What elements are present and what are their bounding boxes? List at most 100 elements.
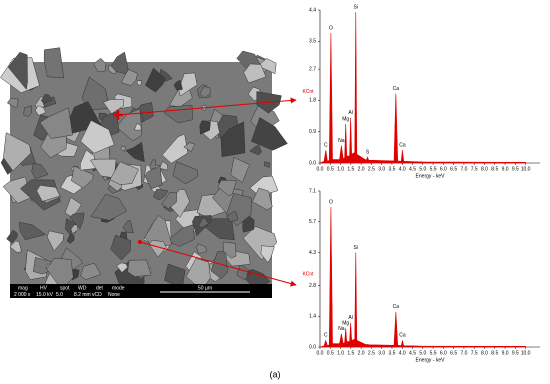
grain [178,72,198,97]
peak-label: S [366,149,370,155]
x-tick-label: 8.0 [481,350,488,356]
sem-value: vCD [92,292,102,298]
grain [249,145,262,156]
grain [210,251,228,280]
grain [31,162,49,180]
grain [80,149,97,171]
x-tick-label: 6.5 [450,166,457,172]
peak-label: Si [354,4,358,10]
grain [36,185,61,202]
sem-label: mode [112,285,125,291]
arrow [117,97,297,116]
peak-label: Ca [393,86,400,92]
grain [6,229,18,244]
x-tick-label: 4.0 [399,350,406,356]
x-tick-label: 9.0 [502,350,509,356]
y-tick-label: 1.4 [309,314,316,320]
grain [110,51,130,76]
x-tick-label: 0.5 [327,350,334,356]
x-tick-label: 3.5 [388,166,395,172]
grain [9,240,22,253]
grain [40,93,52,104]
grain [222,241,237,259]
x-tick-label: 0.5 [327,166,334,172]
grain [93,57,107,73]
x-tick-label: 3.5 [388,350,395,356]
grain [23,105,33,118]
grain [252,187,273,211]
grain [2,176,31,204]
grain [66,233,75,244]
arrow [139,241,297,287]
sem-label: det [96,285,104,291]
grain [103,99,124,115]
x-tick-label: 3.0 [378,166,385,172]
grain [19,221,47,241]
y-axis-label: KCnt [302,89,314,95]
sem-value: 15.0 kV [36,292,54,298]
grain [7,52,28,91]
grain [134,123,142,131]
peak-label: C [324,333,328,339]
sem-value: None [108,292,120,298]
y-tick-label: 2.8 [309,283,316,289]
grain [173,79,183,91]
x-axis-label: Energy - keV [416,357,446,363]
y-tick-label: 7.1 [309,188,316,194]
grain [196,243,207,255]
grain [71,165,94,189]
grain [80,120,115,154]
x-tick-label: 3.0 [378,350,385,356]
x-tick-label: 7.0 [460,350,467,356]
x-tick-label: 10.0 [521,350,531,356]
grain [110,234,132,261]
grain [69,212,85,230]
peak-label: Na [338,326,345,332]
sem-label: WD [78,285,87,291]
grain [148,239,167,258]
y-tick-label: 0.0 [309,344,316,350]
grain [166,224,195,247]
y-tick-label: 4.3 [309,250,316,256]
x-tick-label: 9.0 [502,166,509,172]
grain [46,230,65,252]
grain [199,86,211,99]
grain [159,160,169,171]
grain [125,141,145,163]
grain [122,220,134,234]
sem-data-bar [10,284,272,298]
x-tick-label: 2.5 [368,166,375,172]
x-tick-label: 5.5 [430,350,437,356]
x-tick-label: 8.0 [481,166,488,172]
y-tick-label: 2.7 [309,66,316,72]
caption: (a) [270,369,281,379]
grain [116,262,128,273]
grain [145,67,166,93]
y-tick-label: 0.9 [309,129,316,135]
peak-label: Na [338,138,345,144]
grain [230,157,251,183]
x-tick-label: 9.5 [512,166,519,172]
grain [161,133,189,164]
sem-scale: 50 µm [198,285,212,291]
x-tick-label: 7.0 [460,166,467,172]
x-tick-label: 2.5 [368,350,375,356]
x-tick-label: 10.0 [521,166,531,172]
x-tick-label: 9.5 [512,350,519,356]
grain [6,98,19,109]
y-tick-label: 5.7 [309,219,316,225]
x-tick-label: 1.0 [337,166,344,172]
y-tick-label: 4.4 [309,7,316,13]
x-tick-label: 5.0 [419,350,426,356]
grain [260,245,275,264]
y-tick-label: 3.5 [309,39,316,45]
x-tick-label: 0.0 [317,166,324,172]
peak-label: Ca [399,333,406,339]
grain [144,165,163,190]
x-tick-label: 8.5 [491,166,498,172]
x-tick-label: 6.0 [440,166,447,172]
grain [168,88,193,108]
grain [127,259,152,277]
peak-label: Al [348,110,352,116]
peak-label: O [329,199,333,205]
